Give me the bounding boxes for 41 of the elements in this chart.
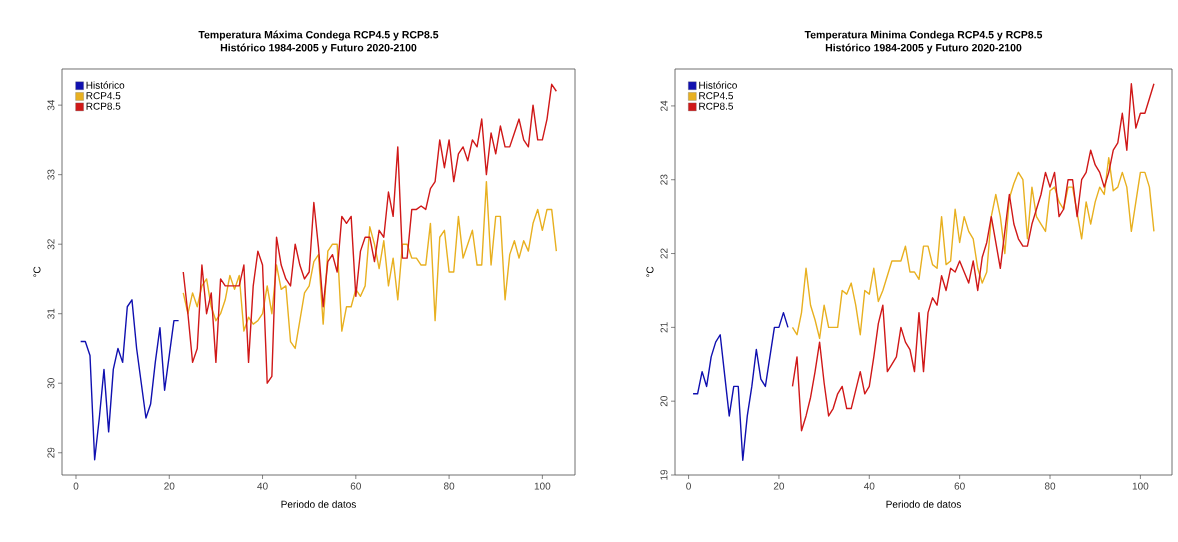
legend-label: Histórico <box>86 81 125 89</box>
legend-label: Histórico <box>699 81 737 89</box>
y-tick-label: 20 <box>660 396 668 407</box>
y-axis-title: °C <box>33 266 41 278</box>
chart-title: Temperatura Minima Condega RCP4.5 y RCP8.5 <box>804 30 1043 41</box>
x-tick-label: 40 <box>257 482 268 490</box>
chart-subtitle: Histórico 1984-2005 y Futuro 2020-2100 <box>220 43 417 54</box>
y-tick-label: 34 <box>47 99 55 111</box>
y-tick-label: 31 <box>47 308 55 319</box>
x-tick-label: 80 <box>1044 482 1056 490</box>
legend-label: RCP4.5 <box>699 92 734 100</box>
x-tick-label: 100 <box>534 482 551 490</box>
x-axis-title: Periodo de datos <box>886 500 961 508</box>
x-tick-label: 20 <box>164 482 175 490</box>
y-tick-label: 32 <box>47 239 55 250</box>
x-tick-label: 40 <box>863 482 875 490</box>
legend-label: RCP8.5 <box>86 102 121 110</box>
x-tick-label: 80 <box>443 482 455 490</box>
y-tick-label: 23 <box>660 174 668 185</box>
y-tick-label: 29 <box>47 447 55 458</box>
x-tick-label: 60 <box>350 482 361 490</box>
chart-subtitle: Histórico 1984-2005 y Futuro 2020-2100 <box>825 43 1022 54</box>
y-tick-label: 19 <box>660 469 668 480</box>
x-axis-title: Periodo de datos <box>281 500 356 508</box>
line-series <box>79 299 180 461</box>
legend-label: RCP4.5 <box>86 92 121 100</box>
y-tick-label: 24 <box>660 100 668 111</box>
x-tick-label: 0 <box>686 482 691 490</box>
line-series <box>791 83 1155 432</box>
line-series <box>182 180 558 350</box>
y-axis-title: °C <box>646 266 654 278</box>
y-tick-label: 30 <box>47 378 55 389</box>
x-tick-label: 0 <box>73 482 79 490</box>
x-tick-label: 20 <box>773 482 785 490</box>
chart-title: Temperatura Máxima Condega RCP4.5 y RCP8.5 <box>198 30 439 41</box>
y-tick-label: 21 <box>660 322 668 333</box>
x-tick-label: 100 <box>1132 482 1149 490</box>
y-tick-label: 33 <box>47 169 55 180</box>
legend-label: RCP8.5 <box>699 102 734 110</box>
y-tick-label: 22 <box>660 248 668 259</box>
x-tick-label: 60 <box>954 482 965 490</box>
